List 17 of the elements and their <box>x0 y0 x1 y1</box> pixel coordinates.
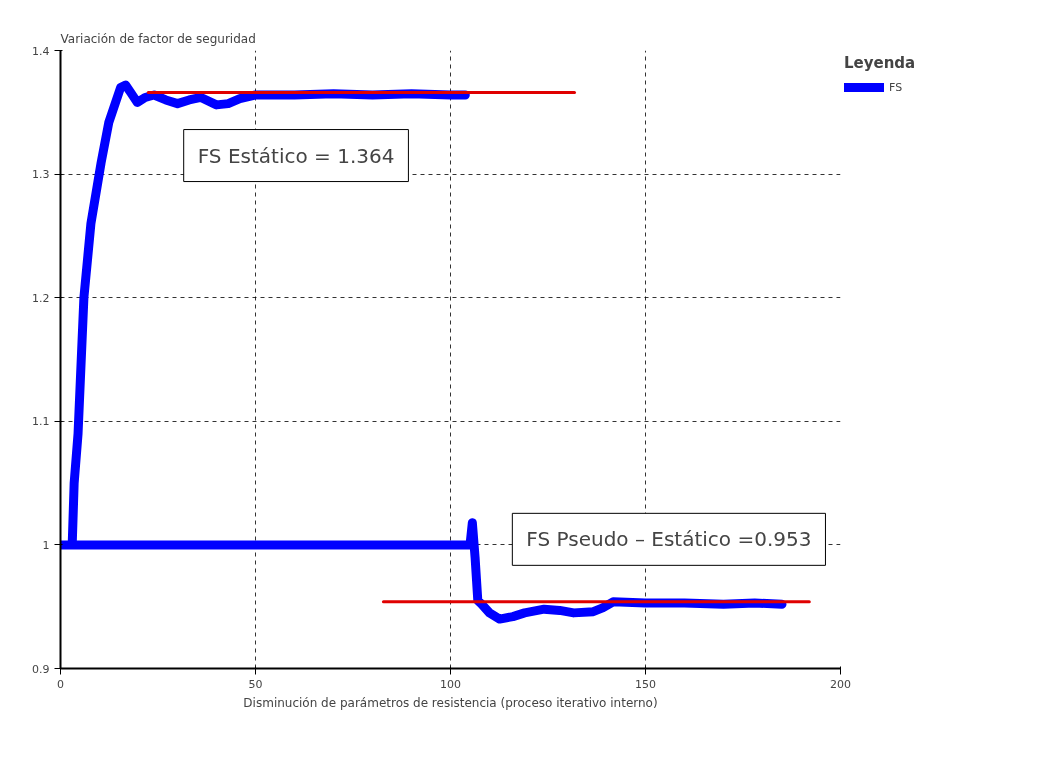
y-tick-label: 0.9 <box>32 662 50 676</box>
x-axis-title: Disminución de parámetros de resistencia (proceso iterativo interno) <box>243 695 658 710</box>
annotation: FS Estático = 1.364 <box>197 143 395 168</box>
x-tick-label: 100 <box>440 677 461 691</box>
x-tick-label: 200 <box>830 677 851 691</box>
legend-label: FS <box>889 80 904 94</box>
annotation: FS Pseudo – Estático =0.953 <box>526 527 812 552</box>
y-tick-label: 1.2 <box>32 291 50 305</box>
x-tick-label: 0 <box>57 677 64 691</box>
legend-title: Leyenda <box>844 54 916 72</box>
y-tick-label: 1 <box>42 538 50 552</box>
y-axis-title: Variación de factor de seguridad <box>60 31 256 46</box>
x-tick-label: 150 <box>635 677 656 691</box>
y-tick-label: 1.3 <box>32 168 50 182</box>
y-tick-label: 1.4 <box>32 44 50 58</box>
x-tick-label: 50 <box>248 677 263 691</box>
y-tick-label: 1.1 <box>32 415 50 429</box>
